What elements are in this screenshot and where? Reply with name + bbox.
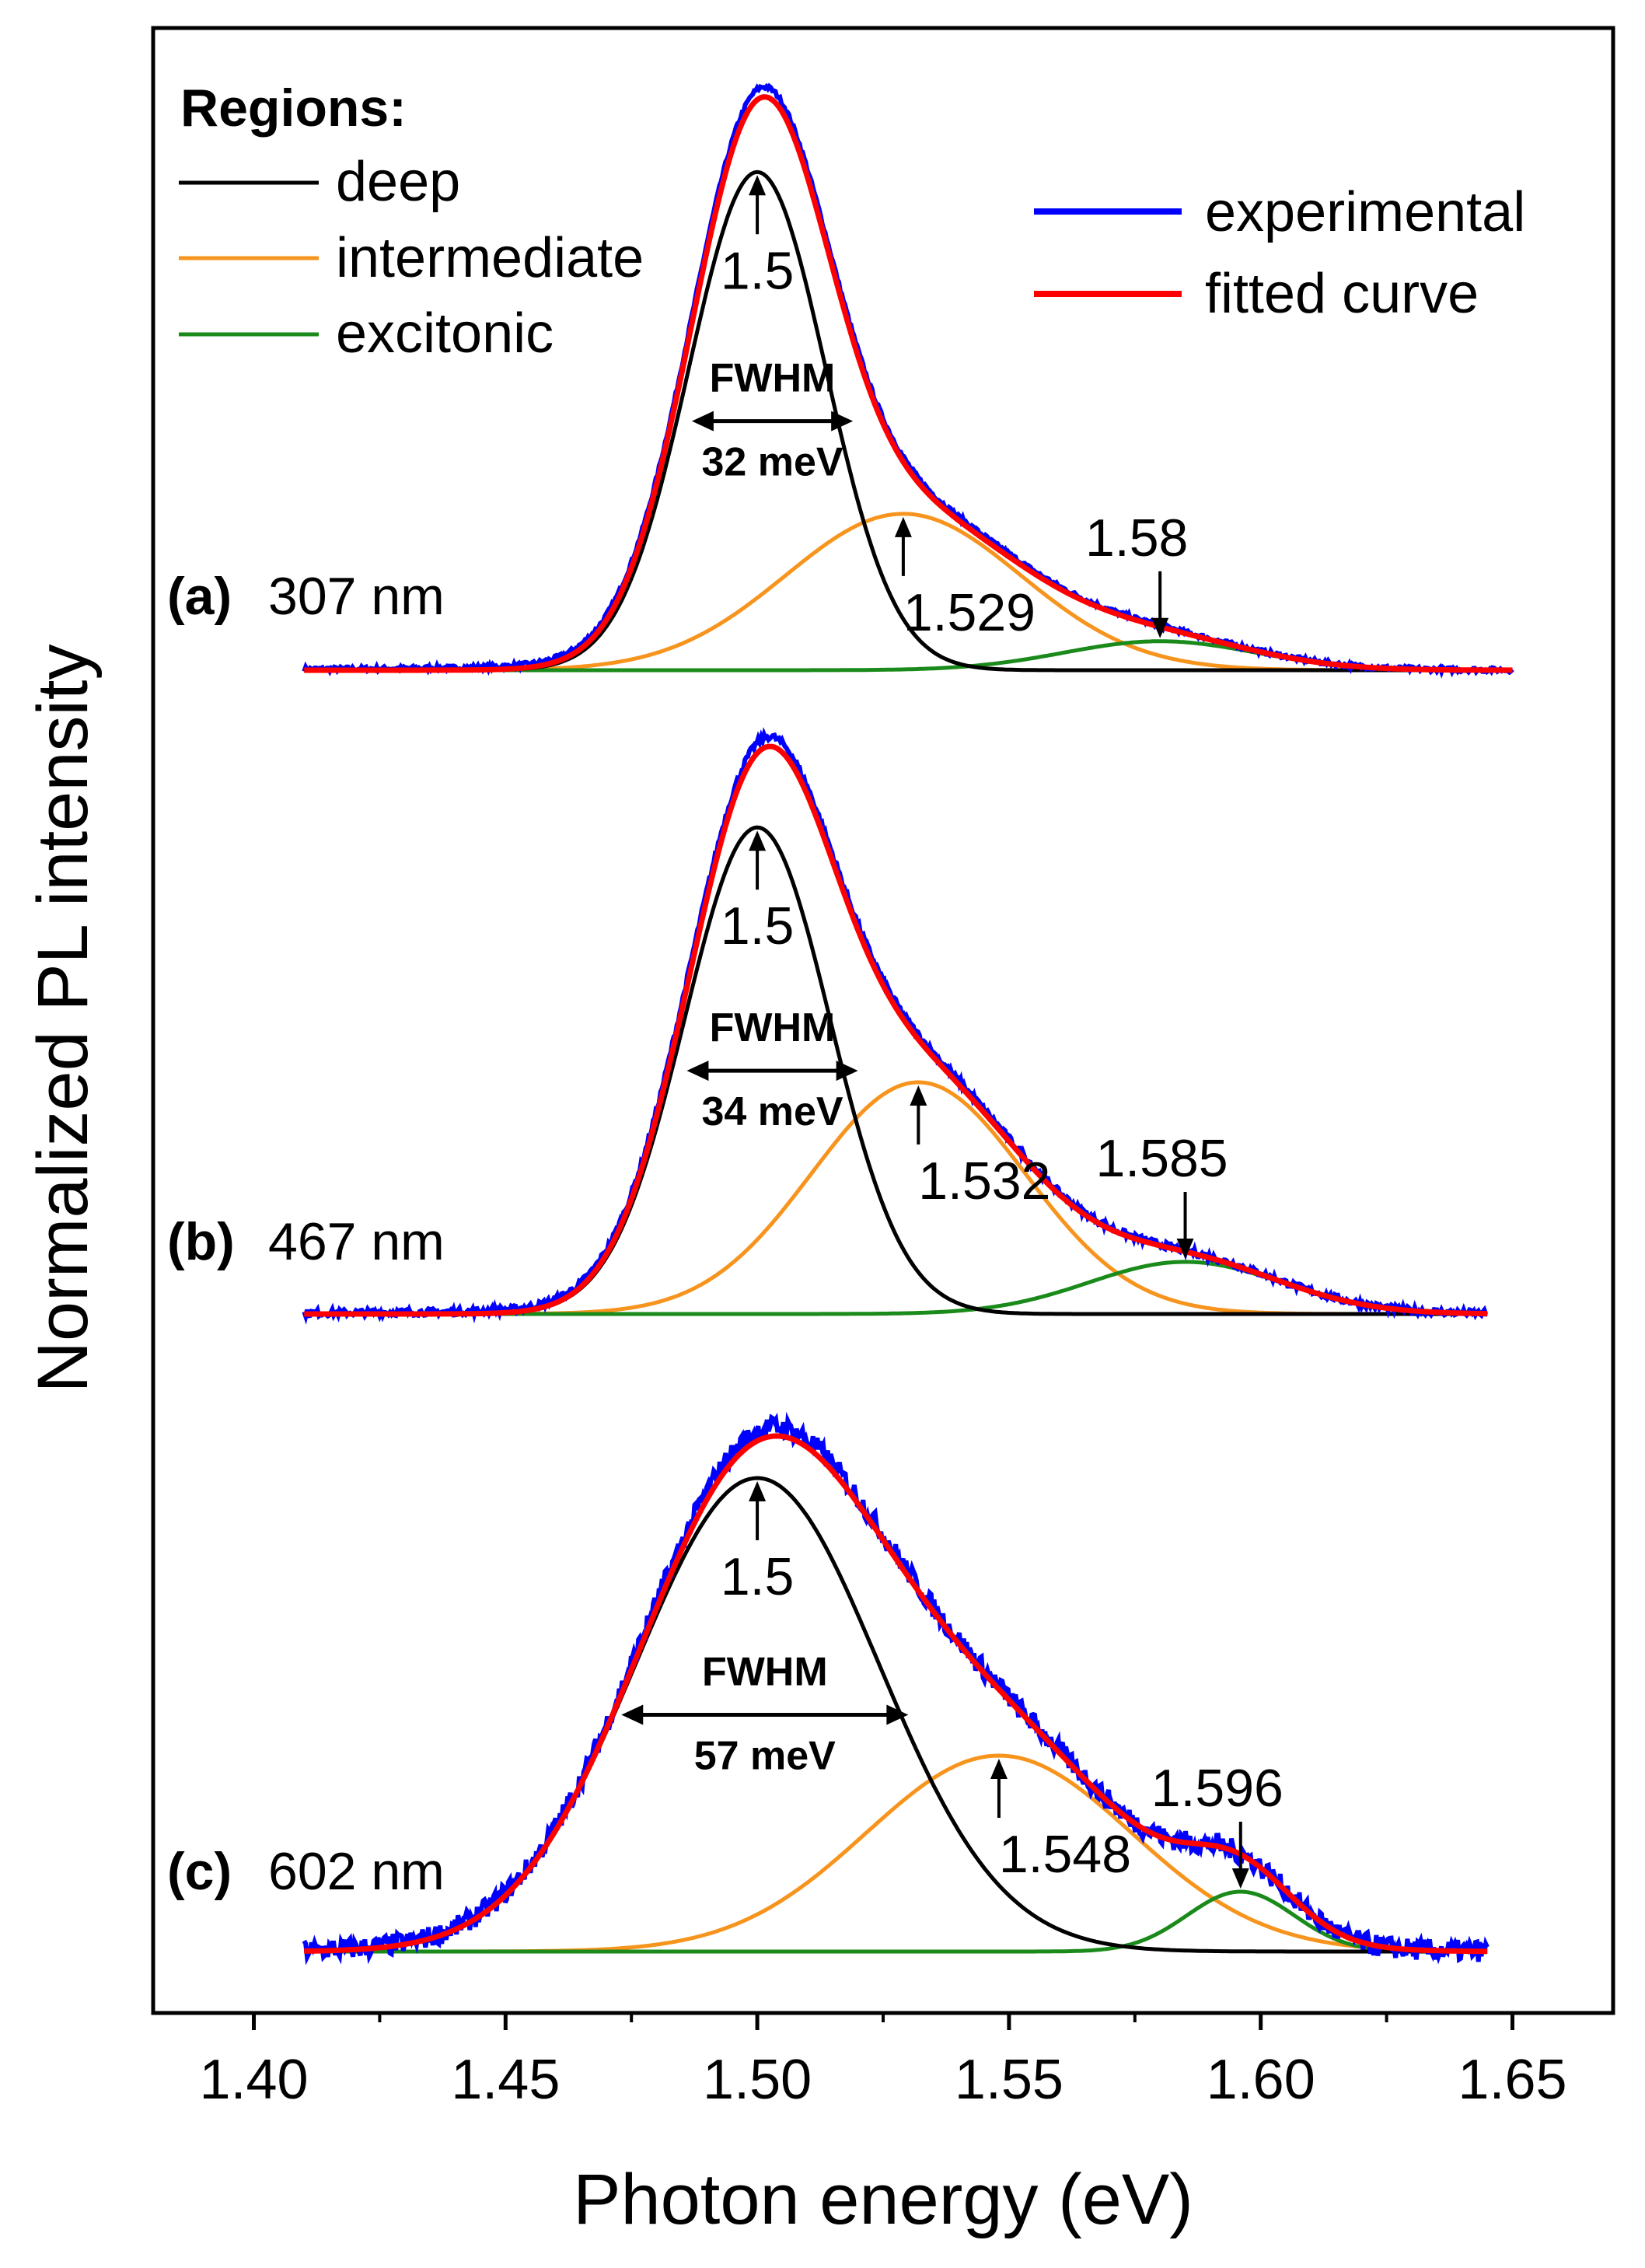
fwhm-arrowhead-left bbox=[621, 1704, 644, 1725]
curve-intermediate bbox=[304, 1753, 1488, 1954]
x-axis-title: Photon energy (eV) bbox=[573, 2160, 1193, 2239]
fwhm-arrowhead-right bbox=[886, 1704, 909, 1725]
panel-wavelength: 467 nm bbox=[268, 1212, 445, 1271]
peak-label-intermediate: 1.548 bbox=[999, 1825, 1131, 1884]
curve-fitted bbox=[304, 743, 1488, 1317]
fwhm-value: 34 meV bbox=[701, 1089, 843, 1134]
legend-label-excitonic: excitonic bbox=[336, 302, 554, 365]
peak-arrowhead-deep bbox=[749, 830, 767, 851]
peak-label-excitonic: 1.585 bbox=[1095, 1129, 1228, 1188]
peak-arrowhead-excitonic bbox=[1151, 617, 1169, 638]
curve-deep bbox=[304, 825, 1488, 1316]
x-tick-label-1.40: 1.40 bbox=[199, 2049, 308, 2111]
peak-arrowhead-excitonic bbox=[1231, 1868, 1249, 1889]
x-axis: 1.40 1.45 1.50 1.55 1.60 1.65 bbox=[199, 2013, 1567, 2111]
x-tick-label-1.60: 1.60 bbox=[1207, 2049, 1315, 2111]
legend-regions-title: Regions: bbox=[180, 79, 407, 138]
panel-b: 1.5 1.532 1.585 FWHM 34 meV (b) 467 nm bbox=[167, 727, 1489, 1325]
panel-letter: (b) bbox=[167, 1212, 235, 1271]
peak-label-deep: 1.5 bbox=[721, 896, 795, 956]
fwhm-value: 57 meV bbox=[694, 1734, 836, 1779]
peak-label-deep: 1.5 bbox=[721, 241, 795, 300]
peak-arrowhead-excitonic bbox=[1176, 1238, 1194, 1259]
fwhm-label: FWHM bbox=[702, 1650, 828, 1695]
curve-fitted bbox=[304, 1433, 1488, 1955]
fwhm-arrowhead-left bbox=[686, 1061, 709, 1082]
fwhm-arrowhead-left bbox=[691, 411, 714, 432]
peak-label-deep: 1.5 bbox=[721, 1547, 795, 1606]
y-axis-title: Normalized PL intensity bbox=[23, 645, 103, 1393]
peak-arrowhead-intermediate bbox=[990, 1759, 1008, 1779]
fwhm-arrowhead-right bbox=[836, 1061, 858, 1082]
legend-label-intermediate: intermediate bbox=[336, 227, 644, 289]
fwhm-arrowhead-right bbox=[831, 411, 854, 432]
x-tick-label-1.65: 1.65 bbox=[1458, 2049, 1566, 2111]
panel-wavelength: 602 nm bbox=[268, 1842, 445, 1901]
legend-label-experimental: experimental bbox=[1205, 181, 1525, 243]
panel-letter: (c) bbox=[167, 1842, 232, 1901]
panel-c: 1.5 1.548 1.596 FWHM 57 meV (c) 602 nm bbox=[167, 1411, 1490, 1966]
fwhm-label: FWHM bbox=[710, 1005, 836, 1050]
curve-experimental bbox=[302, 1411, 1490, 1966]
peak-arrowhead-deep bbox=[749, 175, 767, 196]
peak-label-excitonic: 1.58 bbox=[1085, 508, 1188, 568]
curve-intermediate bbox=[304, 1080, 1488, 1316]
x-tick-label-1.50: 1.50 bbox=[703, 2049, 812, 2111]
curve-experimental bbox=[302, 727, 1489, 1325]
panel-letter: (a) bbox=[167, 567, 232, 626]
legend: Regions: deep intermediate excitonic exp… bbox=[179, 79, 1525, 365]
x-tick-label-1.45: 1.45 bbox=[451, 2049, 560, 2111]
fwhm-label: FWHM bbox=[710, 356, 836, 401]
peak-label-intermediate: 1.532 bbox=[918, 1151, 1050, 1211]
peak-arrowhead-intermediate bbox=[910, 1085, 927, 1106]
panel-a: 1.5 1.529 1.58 FWHM 32 meV (a) 307 nm bbox=[167, 82, 1514, 679]
legend-label-fitted: fitted curve bbox=[1205, 263, 1479, 325]
curve-fitted bbox=[304, 94, 1513, 673]
fwhm-value: 32 meV bbox=[701, 440, 843, 485]
peak-label-intermediate: 1.529 bbox=[903, 583, 1036, 642]
curve-excitonic bbox=[304, 1889, 1488, 1954]
panel-wavelength: 307 nm bbox=[268, 567, 445, 626]
legend-label-deep: deep bbox=[336, 151, 460, 213]
peak-arrowhead-intermediate bbox=[894, 516, 912, 537]
peak-label-excitonic: 1.596 bbox=[1151, 1759, 1284, 1818]
peak-arrowhead-deep bbox=[749, 1481, 767, 1501]
x-tick-label-1.55: 1.55 bbox=[955, 2049, 1063, 2111]
